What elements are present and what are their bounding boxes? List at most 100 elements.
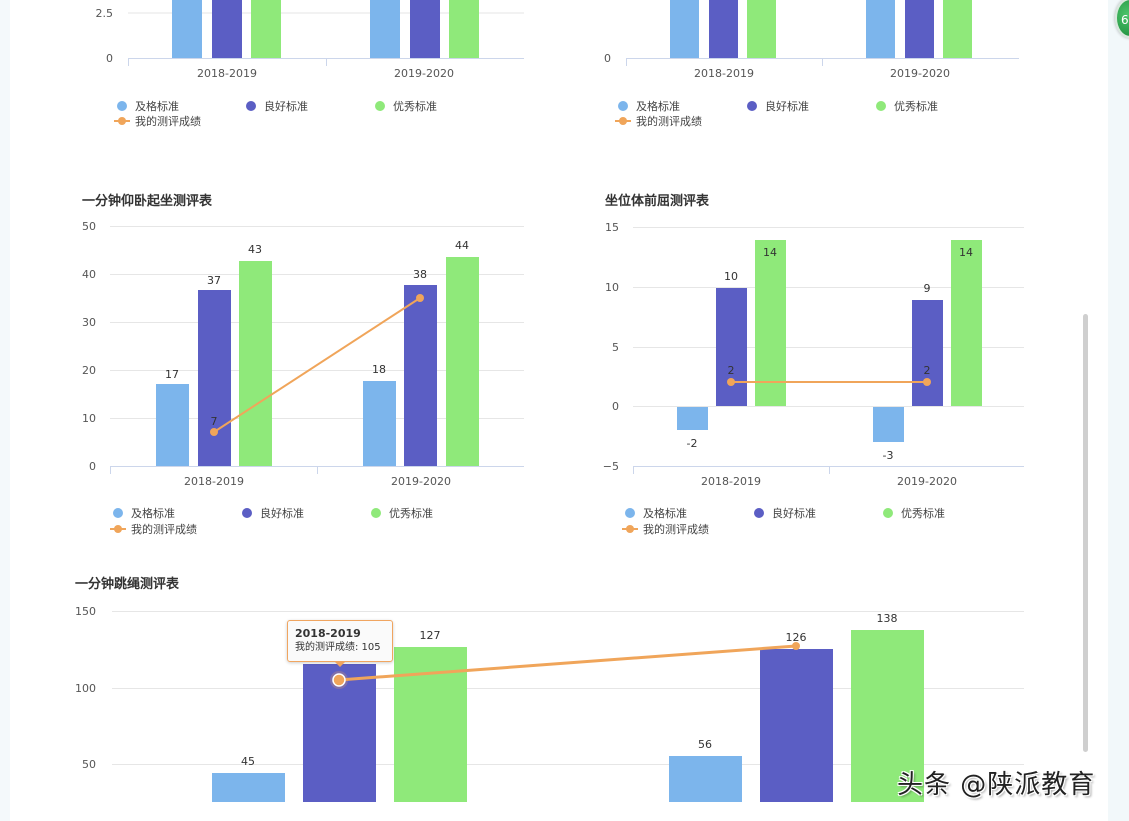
watermark: 头条 @陕派教育 [897, 770, 1096, 800]
bar-pass[interactable] [669, 756, 742, 802]
series-line-mine [213, 297, 421, 433]
chart-sit-and-reach: 坐位体前屈测评表 15 10 5 0 −5 -2 10 14 -3 9 14 2… [603, 193, 1024, 536]
x-tick: 2019-2020 [897, 475, 957, 488]
x-tick: 2018-2019 [197, 67, 257, 80]
bar-pass[interactable] [677, 407, 708, 430]
bar-excellent[interactable] [747, 0, 776, 58]
legend-dot-icon [747, 101, 757, 111]
bar-excellent[interactable] [449, 0, 479, 58]
value-label: 14 [959, 246, 973, 259]
bar-excellent[interactable] [251, 0, 281, 58]
y-tick: 50 [82, 758, 96, 771]
legend-dot-icon [375, 101, 385, 111]
legend-mine[interactable]: 我的测评成绩 [135, 114, 201, 128]
bar-good[interactable] [912, 300, 943, 406]
bar-excellent[interactable] [446, 257, 479, 466]
legend-good[interactable]: 良好标准 [260, 506, 304, 520]
value-label: 2 [924, 364, 931, 377]
legend-excellent[interactable]: 优秀标准 [389, 506, 433, 520]
legend-mine[interactable]: 我的测评成绩 [643, 522, 709, 536]
y-tick: 0 [89, 460, 96, 473]
bar-good[interactable] [905, 0, 934, 58]
bar-pass[interactable] [670, 0, 699, 58]
bar-good[interactable] [760, 649, 833, 802]
bar-good[interactable] [716, 288, 747, 406]
bar-excellent[interactable] [239, 261, 272, 466]
y-tick: 0 [106, 52, 113, 65]
legend-pass[interactable]: 及格标准 [135, 99, 179, 113]
legend-excellent[interactable]: 优秀标准 [894, 99, 938, 113]
legend-dot-icon [883, 508, 893, 518]
y-tick: 20 [82, 364, 96, 377]
legend-line-marker-icon [619, 117, 627, 125]
line-point-hovered[interactable] [332, 673, 346, 687]
value-label: 45 [241, 755, 255, 768]
value-label: 18 [372, 363, 386, 376]
line-point[interactable] [416, 294, 424, 302]
bar-pass[interactable] [212, 773, 285, 802]
bar-pass[interactable] [156, 384, 189, 466]
bar-excellent[interactable] [755, 240, 786, 406]
line-point[interactable] [727, 378, 735, 386]
legend-pass[interactable]: 及格标准 [131, 506, 175, 520]
legend-mine[interactable]: 我的测评成绩 [636, 114, 702, 128]
y-tick: 10 [605, 281, 619, 294]
legend-dot-icon [117, 101, 127, 111]
legend-pass[interactable]: 及格标准 [636, 99, 680, 113]
x-tick: 2018-2019 [701, 475, 761, 488]
bar-pass[interactable] [873, 407, 904, 442]
legend-excellent[interactable]: 优秀标准 [393, 99, 437, 113]
legend-excellent[interactable]: 优秀标准 [901, 506, 945, 520]
legend: 及格标准 良好标准 优秀标准 我的测评成绩 [114, 99, 437, 128]
bar-good[interactable] [303, 664, 376, 802]
legend-dot-icon [242, 508, 252, 518]
line-point[interactable] [923, 378, 931, 386]
chart-title: 一分钟跳绳测评表 [75, 576, 180, 592]
legend-pass[interactable]: 及格标准 [643, 506, 687, 520]
legend-dot-icon [754, 508, 764, 518]
y-tick: 50 [82, 220, 96, 233]
bar-good[interactable] [212, 0, 242, 58]
line-point[interactable] [210, 428, 218, 436]
bar-pass[interactable] [172, 0, 202, 58]
chart-top-left: 2.5 0 2018-2019 2019-2020 及格标准 良好标准 优秀标准… [96, 0, 524, 128]
scrollbar-thumb[interactable] [1083, 314, 1088, 752]
chart-title: 一分钟仰卧起坐测评表 [82, 193, 213, 209]
side-panel [1108, 0, 1129, 821]
bar-good[interactable] [404, 285, 437, 466]
value-label: 2 [728, 364, 735, 377]
legend-good[interactable]: 良好标准 [264, 99, 308, 113]
value-label: 43 [248, 243, 262, 256]
value-label: 44 [455, 239, 469, 252]
x-tick: 2018-2019 [184, 475, 244, 488]
bar-good[interactable] [709, 0, 738, 58]
value-label: 127 [420, 629, 441, 642]
chart-jump-rope: 一分钟跳绳测评表 150 100 50 45 127 56 126 138 [75, 576, 1024, 802]
bar-pass[interactable] [866, 0, 895, 58]
value-label: 9 [924, 282, 931, 295]
value-label: 37 [207, 274, 221, 287]
value-label: 138 [877, 612, 898, 625]
legend: 及格标准 良好标准 优秀标准 我的测评成绩 [110, 506, 433, 536]
y-tick: 150 [75, 605, 96, 618]
legend-good[interactable]: 良好标准 [772, 506, 816, 520]
legend-mine[interactable]: 我的测评成绩 [131, 522, 197, 536]
bar-pass[interactable] [363, 381, 396, 466]
legend-line-marker-icon [114, 525, 122, 533]
bar-excellent[interactable] [951, 240, 982, 406]
value-label: 14 [763, 246, 777, 259]
value-label: -3 [883, 449, 894, 462]
value-label: 10 [724, 270, 738, 283]
value-label: 17 [165, 368, 179, 381]
line-point[interactable] [792, 642, 800, 650]
bar-excellent[interactable] [851, 630, 924, 802]
bar-excellent[interactable] [943, 0, 972, 58]
legend-dot-icon [113, 508, 123, 518]
bar-pass[interactable] [370, 0, 400, 58]
legend-good[interactable]: 良好标准 [765, 99, 809, 113]
bar-good[interactable] [198, 290, 231, 466]
legend-line-marker-icon [118, 117, 126, 125]
bar-good[interactable] [410, 0, 440, 58]
value-label: 7 [211, 415, 218, 428]
